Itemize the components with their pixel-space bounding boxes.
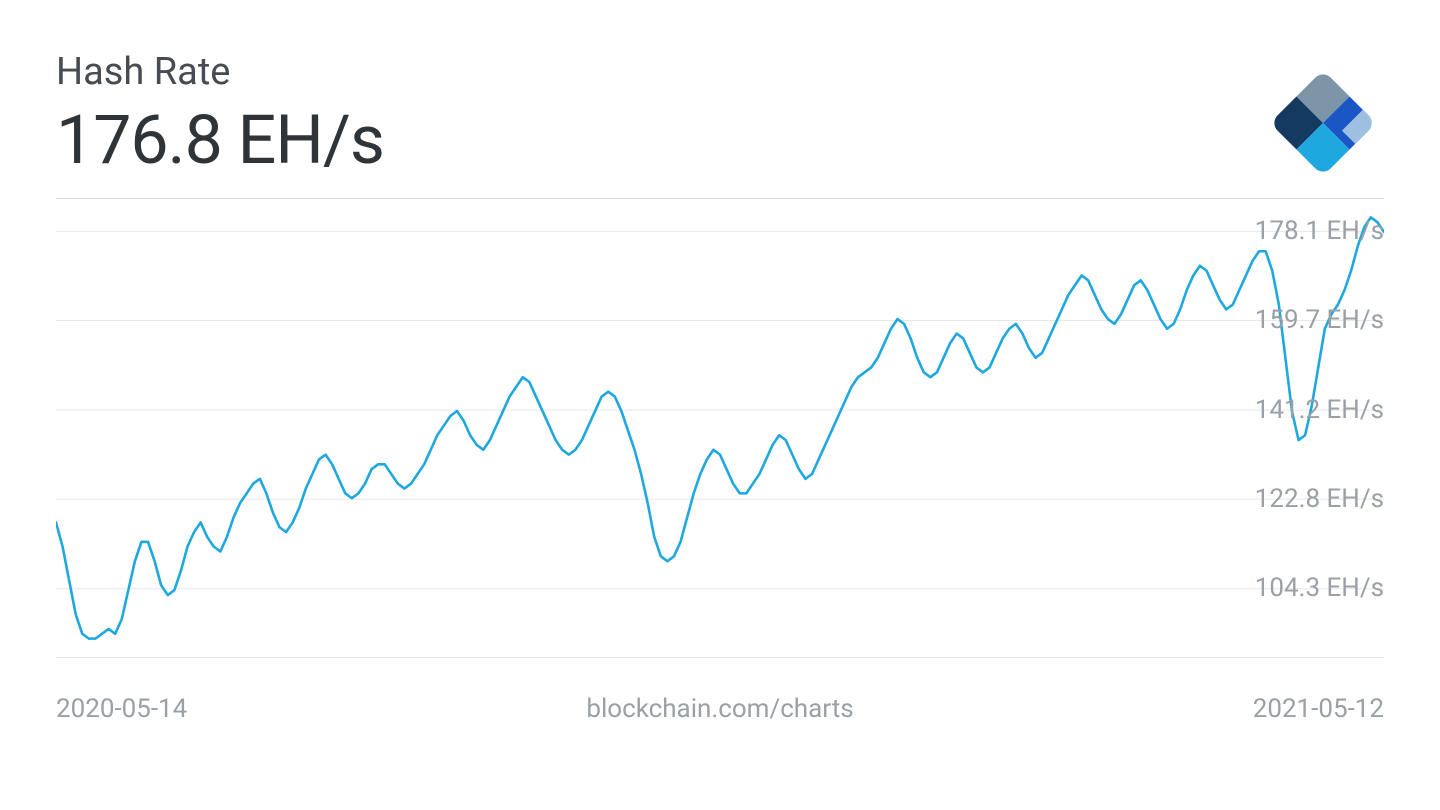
y-tick-label: 178.1 EH/s: [1255, 216, 1384, 246]
blockchain-logo-icon: [1256, 56, 1390, 190]
y-tick-label: 104.3 EH/s: [1255, 573, 1384, 603]
y-tick-label: 141.2 EH/s: [1255, 395, 1384, 425]
footer: 2020-05-14 blockchain.com/charts 2021-05…: [56, 694, 1384, 724]
header: Hash Rate 176.8 EH/s: [56, 50, 1384, 180]
line-chart: [56, 198, 1384, 658]
chart-current-value: 176.8 EH/s: [56, 100, 1384, 180]
y-axis-labels: 178.1 EH/s 159.7 EH/s 141.2 EH/s 122.8 EH/s…: [1214, 198, 1384, 658]
source-label: blockchain.com/charts: [586, 694, 853, 724]
data-line: [56, 217, 1384, 638]
chart-area: 178.1 EH/s 159.7 EH/s 141.2 EH/s 122.8 EH/s…: [56, 198, 1384, 658]
y-tick-label: 159.7 EH/s: [1255, 305, 1384, 335]
y-tick-label: 122.8 EH/s: [1255, 484, 1384, 514]
x-axis-start-label: 2020-05-14: [56, 694, 187, 724]
chart-title: Hash Rate: [56, 50, 1384, 96]
x-axis-end-label: 2021-05-12: [1253, 694, 1384, 724]
